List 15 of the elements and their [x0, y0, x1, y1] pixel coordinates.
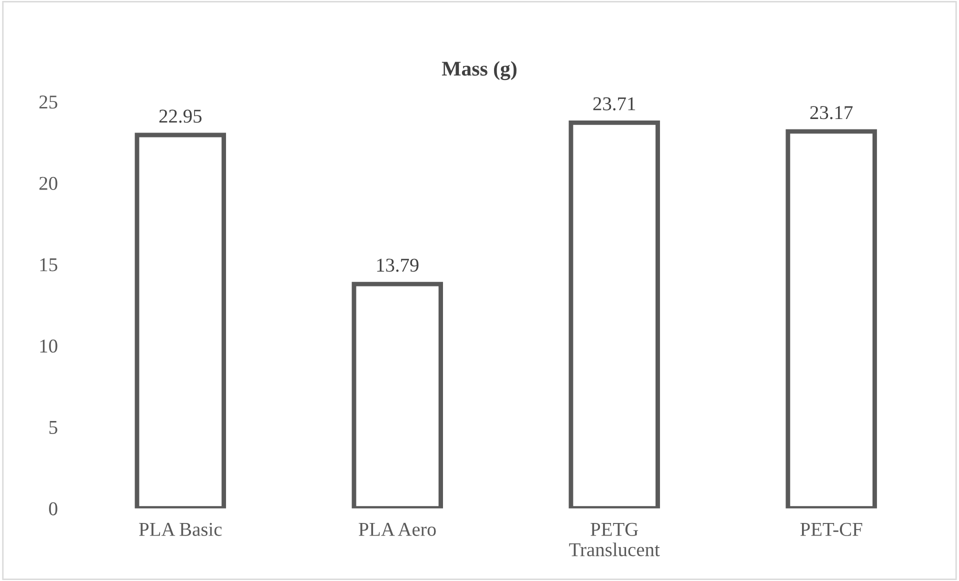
data-label: 23.71: [593, 97, 636, 110]
x-tick-label: PLA Basic: [139, 522, 222, 536]
data-label: 22.95: [159, 110, 202, 123]
x-tick-label: PET-CF: [800, 522, 862, 536]
data-label: 23.17: [810, 106, 853, 120]
y-tick-label: 0: [49, 502, 58, 516]
chart-title: Mass (g): [442, 61, 516, 80]
y-tick-label: 15: [40, 258, 58, 272]
y-tick-label: 5: [49, 421, 58, 434]
x-tick-label: PETG Translucent: [569, 522, 660, 556]
x-tick-label: PLA Aero: [358, 522, 436, 536]
y-tick-label: 20: [39, 176, 58, 190]
data-label: 13.79: [377, 258, 418, 272]
y-tick-label: 25: [39, 96, 58, 109]
y-tick-label: 10: [40, 340, 58, 353]
